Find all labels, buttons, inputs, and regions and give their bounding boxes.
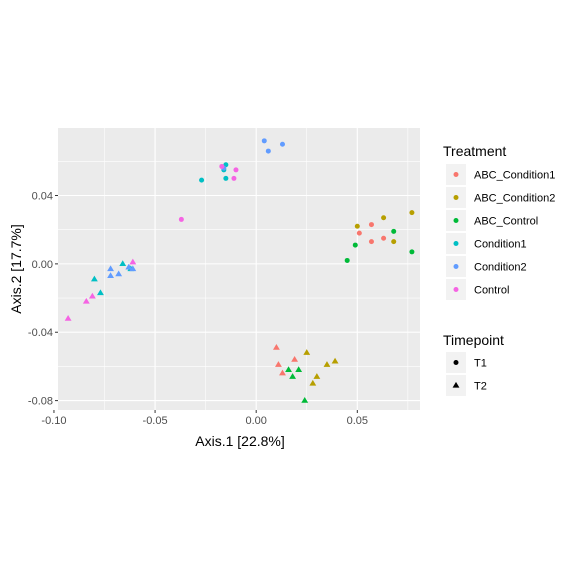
- x-tick-label: -0.10: [41, 415, 66, 427]
- data-point-triangle: [129, 258, 137, 265]
- data-point-circle: [178, 216, 184, 222]
- minor-gridlines: [58, 128, 420, 410]
- data-point-triangle: [115, 270, 123, 277]
- major-gridlines: [53, 128, 420, 410]
- data-point-circle: [381, 215, 387, 221]
- data-point-circle: [409, 249, 415, 255]
- timepoint-legend-title: Timepoint: [443, 332, 504, 348]
- plot-panel: [58, 128, 420, 410]
- data-point-triangle: [90, 275, 98, 282]
- timepoint-legend-label: T2: [474, 381, 487, 393]
- data-point-triangle: [285, 366, 292, 372]
- y-axis: -0.08 -0.04 0.00 0.04: [28, 191, 58, 408]
- y-tick-label: 0.00: [32, 259, 53, 271]
- legend-key-circle: [453, 241, 459, 246]
- treatment-legend-label: Condition2: [474, 262, 527, 274]
- x-axis: -0.10 -0.05 0.00 0.05: [41, 410, 368, 427]
- treatment-legend-label: ABC_Condition1: [474, 170, 555, 182]
- legend-key-circle: [453, 195, 459, 200]
- data-point-triangle: [107, 272, 115, 278]
- data-point-triangle: [272, 344, 280, 350]
- x-tick-label: -0.05: [143, 415, 168, 427]
- data-point-circle: [391, 228, 397, 234]
- data-point-triangle: [97, 289, 104, 296]
- x-tick-label: 0.00: [245, 415, 266, 427]
- y-tick-label: -0.08: [28, 396, 53, 408]
- timepoint-legend-items: T1 T2: [446, 352, 487, 396]
- data-point-triangle: [64, 314, 72, 321]
- treatment-legend-label: ABC_Control: [474, 216, 538, 228]
- data-point-circle: [356, 230, 362, 236]
- y-tick-label: 0.04: [32, 191, 53, 203]
- data-point-circle: [231, 175, 237, 181]
- data-point-circle: [233, 167, 239, 173]
- x-axis-title: Axis.1 [22.8%]: [195, 433, 285, 449]
- data-point-triangle: [301, 397, 309, 403]
- data-point-circle: [199, 177, 205, 183]
- legend-key-circle: [453, 218, 459, 223]
- timepoint-legend: Timepoint T1 T2: [443, 332, 504, 396]
- data-point-triangle: [309, 379, 317, 386]
- data-point-circle: [219, 163, 225, 169]
- data-point-triangle: [82, 297, 90, 304]
- data-point-triangle: [313, 373, 321, 379]
- data-point-circle: [265, 148, 271, 154]
- data-point-triangle: [323, 361, 331, 367]
- data-point-circle: [391, 239, 397, 245]
- treatment-legend-label: ABC_Condition2: [474, 193, 555, 205]
- data-points: [64, 138, 415, 403]
- data-point-triangle: [275, 361, 282, 367]
- data-point-triangle: [291, 355, 299, 362]
- data-point-circle: [344, 257, 350, 263]
- data-point-triangle: [88, 292, 96, 299]
- data-point-triangle: [295, 366, 303, 372]
- data-point-circle: [409, 210, 415, 216]
- data-point-triangle: [279, 369, 286, 376]
- data-point-circle: [368, 222, 374, 228]
- treatment-legend-items: ABC_Condition1 ABC_Condition2 ABC_Control C…: [446, 164, 555, 300]
- data-point-triangle: [107, 265, 115, 272]
- timepoint-legend-label: T1: [474, 358, 487, 370]
- data-point-triangle: [119, 260, 127, 267]
- legend-key-circle: [453, 287, 459, 292]
- y-tick-label: -0.04: [28, 327, 53, 339]
- treatment-legend-label: Condition1: [474, 239, 527, 251]
- data-point-triangle: [289, 373, 297, 379]
- data-point-triangle: [331, 357, 339, 364]
- data-point-circle: [279, 141, 285, 147]
- legend-key-circle: [453, 360, 459, 365]
- data-point-circle: [381, 235, 387, 241]
- legend-key-triangle: [452, 381, 460, 388]
- data-point-circle: [352, 242, 358, 248]
- treatment-legend: Treatment ABC_Condition1ABC_Condition2AB…: [443, 143, 555, 300]
- legend-key-circle: [453, 264, 459, 269]
- data-point-triangle: [303, 349, 311, 355]
- data-point-circle: [261, 138, 267, 144]
- data-point-circle: [354, 223, 360, 229]
- x-tick-label: 0.05: [347, 415, 368, 427]
- data-point-triangle: [125, 263, 133, 270]
- treatment-legend-title: Treatment: [443, 143, 506, 159]
- treatment-legend-label: Control: [474, 285, 509, 297]
- data-point-triangle: [129, 265, 137, 272]
- data-point-circle: [368, 239, 374, 245]
- data-point-circle: [223, 175, 229, 181]
- legend-key-circle: [453, 172, 459, 177]
- y-axis-title: Axis.2 [17.7%]: [8, 224, 24, 314]
